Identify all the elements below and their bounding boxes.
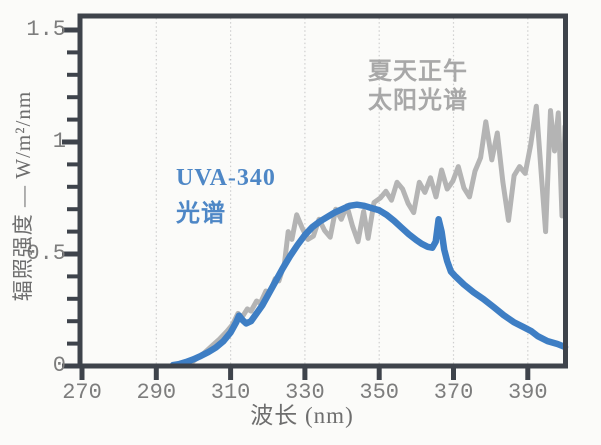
x-tick-label: 370 bbox=[433, 380, 474, 405]
x-tick-label: 290 bbox=[136, 380, 177, 405]
uva-label-line2: 光谱 bbox=[176, 201, 226, 227]
y-tick-label: 0.5 bbox=[26, 241, 66, 266]
uva-340-curve bbox=[169, 201, 569, 369]
x-tick-label: 330 bbox=[285, 380, 325, 405]
sunlight-curve bbox=[187, 103, 568, 367]
uva-label-line1: UVA-340 bbox=[176, 165, 276, 191]
sun-label-line2: 太阳光谱 bbox=[368, 88, 468, 114]
x-tick-label: 390 bbox=[507, 380, 548, 405]
x-tick-label: 310 bbox=[210, 380, 251, 405]
y-tick-label: 1 bbox=[52, 129, 66, 154]
sun-spectrum-label: 夏天正午 太阳光谱 bbox=[368, 58, 468, 116]
x-tick-label: 350 bbox=[359, 380, 399, 405]
x-axis-title: 波长 (nm) bbox=[250, 403, 354, 428]
y-tick-label: 0 bbox=[52, 353, 66, 378]
uva-spectrum-label: sun UVA-340 光谱 bbox=[176, 160, 276, 232]
y-axis-title: 辐照强度 — W/m²/nm bbox=[11, 90, 35, 302]
sun-label-line1: 夏天正午 bbox=[368, 59, 468, 85]
y-tick-label: 1.5 bbox=[26, 17, 66, 42]
plot-border bbox=[77, 13, 568, 369]
x-tick-label: 270 bbox=[62, 380, 102, 405]
